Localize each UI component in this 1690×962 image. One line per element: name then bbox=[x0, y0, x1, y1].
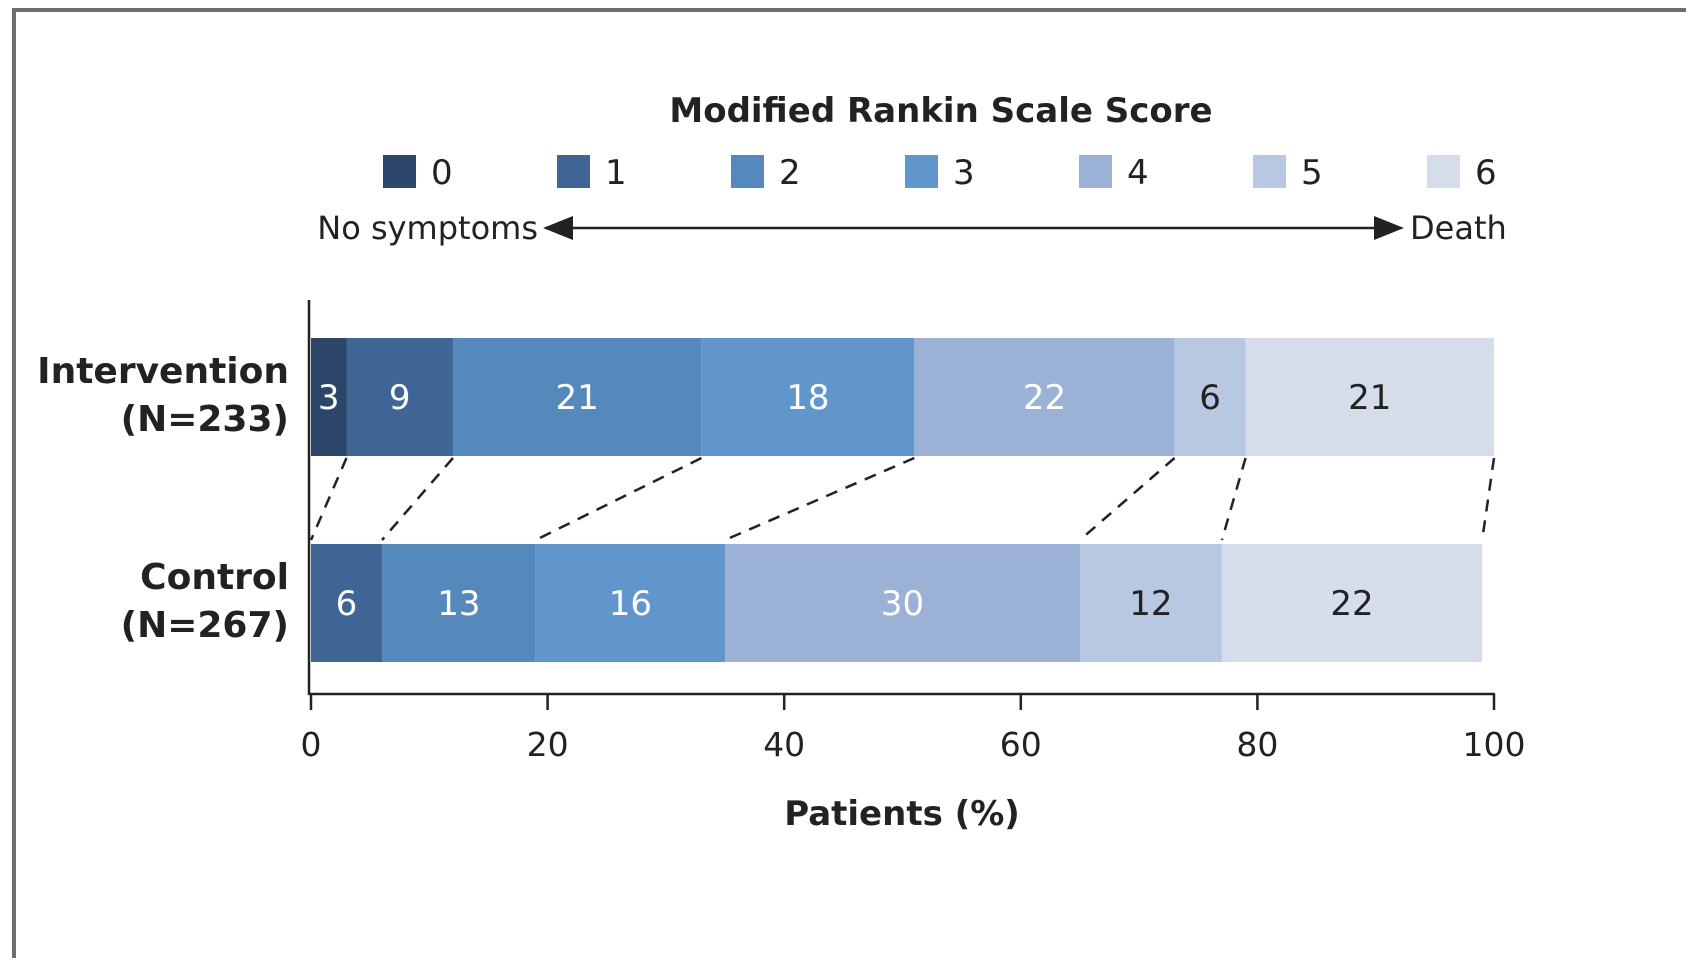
data-label-control-score-2: 13 bbox=[437, 584, 480, 624]
x-tick-label-60: 60 bbox=[1000, 725, 1042, 764]
legend-swatch-4 bbox=[1079, 155, 1112, 188]
bar-segment-intervention-score-0 bbox=[311, 338, 347, 456]
data-label-intervention-score-1: 9 bbox=[389, 378, 411, 418]
bar-segment-intervention-score-2 bbox=[452, 338, 702, 456]
bar-segment-control-score-5 bbox=[1079, 544, 1222, 662]
x-axis-label: Patients (%) bbox=[784, 794, 1020, 834]
legend-swatch-1 bbox=[557, 155, 590, 188]
data-label-control-score-1: 6 bbox=[336, 584, 358, 624]
data-label-intervention-score-5: 6 bbox=[1199, 378, 1221, 418]
connector-line bbox=[1220, 457, 1247, 541]
legend-title: Modified Rankin Scale Score bbox=[669, 91, 1212, 131]
data-label-intervention-score-3: 18 bbox=[786, 378, 829, 418]
x-tick-label-40: 40 bbox=[763, 725, 805, 764]
data-label-control-score-5: 12 bbox=[1129, 584, 1172, 624]
x-tick-label-80: 80 bbox=[1236, 725, 1278, 764]
connector-line bbox=[1480, 457, 1496, 541]
legend-label-4: 4 bbox=[1127, 153, 1149, 193]
data-label-intervention-score-0: 3 bbox=[318, 378, 340, 418]
legend-label-0: 0 bbox=[431, 153, 453, 193]
data-label-intervention-score-4: 22 bbox=[1023, 378, 1066, 418]
bar-segment-control-score-1 bbox=[311, 544, 382, 662]
legend-label-2: 2 bbox=[779, 153, 801, 193]
bar-segment-control-score-6 bbox=[1221, 544, 1483, 662]
bar-segment-intervention-score-6 bbox=[1245, 338, 1494, 456]
legend-label-1: 1 bbox=[605, 153, 627, 193]
bar-segment-intervention-score-1 bbox=[346, 338, 453, 456]
bar-segment-intervention-score-3 bbox=[701, 338, 915, 456]
legend-swatch-0 bbox=[383, 155, 416, 188]
x-tick-label-0: 0 bbox=[301, 725, 322, 764]
bar-segment-intervention-score-4 bbox=[914, 338, 1175, 456]
category-labels: Intervention (N=233) Control (N=267) bbox=[37, 351, 289, 646]
x-tick-label-100: 100 bbox=[1463, 725, 1526, 764]
legend-swatch-6 bbox=[1427, 155, 1460, 188]
x-axis-ticks: 0 20 40 60 80 100 bbox=[301, 694, 1526, 764]
category-label-control: Control bbox=[140, 557, 289, 598]
connector-line bbox=[309, 457, 348, 541]
scale-left-label: No symptoms bbox=[317, 209, 538, 247]
bar-segment-control-score-4 bbox=[725, 544, 1080, 662]
category-label-intervention: Intervention bbox=[37, 351, 289, 392]
legend-swatch-5 bbox=[1253, 155, 1286, 188]
data-label-control-score-6: 22 bbox=[1330, 584, 1373, 624]
bar-segment-control-score-3 bbox=[535, 544, 726, 662]
data-label-intervention-score-2: 21 bbox=[556, 378, 599, 418]
connector-line bbox=[724, 456, 915, 542]
category-sublabel-control: (N=267) bbox=[121, 605, 289, 646]
connector-lines bbox=[309, 456, 1496, 542]
bar-segment-control-score-2 bbox=[381, 544, 536, 662]
data-label-control-score-3: 16 bbox=[609, 584, 652, 624]
legend-swatch-2 bbox=[731, 155, 764, 188]
data-label-control-score-4: 30 bbox=[881, 584, 924, 624]
connector-line bbox=[1079, 457, 1176, 541]
legend-label-3: 3 bbox=[953, 153, 975, 193]
legend-swatch-3 bbox=[905, 155, 938, 188]
data-label-intervention-score-6: 21 bbox=[1348, 378, 1391, 418]
legend-label-5: 5 bbox=[1301, 153, 1323, 193]
legend-label-6: 6 bbox=[1475, 153, 1497, 193]
connector-line bbox=[535, 456, 702, 542]
bars: 3 9 21 18 22 6 21 6 13 16 30 12 22 bbox=[311, 338, 1494, 662]
x-tick-label-20: 20 bbox=[527, 725, 569, 764]
legend: 0 1 2 3 4 5 6 bbox=[383, 153, 1497, 193]
scale-right-label: Death bbox=[1410, 209, 1507, 247]
bar-segment-intervention-score-5 bbox=[1174, 338, 1246, 456]
connector-line bbox=[381, 457, 454, 541]
category-sublabel-intervention: (N=233) bbox=[121, 399, 289, 440]
